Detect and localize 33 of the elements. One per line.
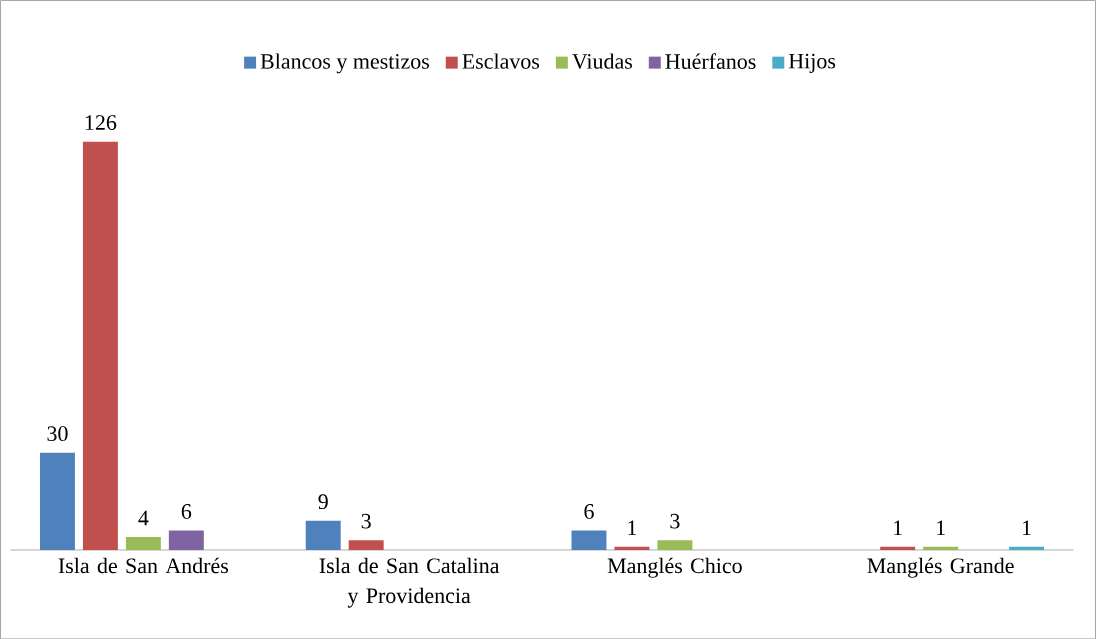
legend-label: Hijos [788, 53, 836, 73]
bar [168, 530, 204, 550]
data-label: 1 [894, 520, 902, 535]
bar [1009, 546, 1045, 550]
data-label: 4 [138, 510, 149, 526]
data-label: 6 [181, 503, 192, 519]
bar [923, 546, 959, 550]
data-label: 1 [628, 520, 637, 535]
bar [82, 141, 118, 550]
data-label: 126 [85, 114, 117, 130]
legend-label: Blancos y mestizos [260, 53, 429, 74]
bar [571, 530, 607, 550]
data-label: 9 [318, 494, 328, 509]
legend-label: Viudas [572, 53, 632, 69]
x-tick-label: Manglés Chico [607, 557, 742, 578]
legend-label: Esclavos [462, 53, 540, 69]
x-tick-label: Manglés Grande [867, 557, 1014, 578]
data-label: 30 [47, 426, 68, 441]
data-label: 3 [361, 513, 371, 529]
bar [305, 520, 341, 550]
bar [880, 546, 916, 550]
x-tick-label: Isla de San Catalina y Providencia [319, 557, 500, 608]
x-tick-label: Isla de San Andrés [58, 557, 228, 574]
bar [657, 540, 693, 550]
data-label: 1 [937, 520, 945, 535]
data-label: 6 [584, 503, 594, 519]
bar [614, 546, 650, 550]
data-label: 1 [1023, 520, 1031, 535]
bar [348, 540, 384, 550]
legend-label: Huérfanos [665, 53, 756, 69]
bar [39, 452, 75, 550]
bar [125, 536, 161, 550]
data-label: 3 [670, 513, 680, 529]
